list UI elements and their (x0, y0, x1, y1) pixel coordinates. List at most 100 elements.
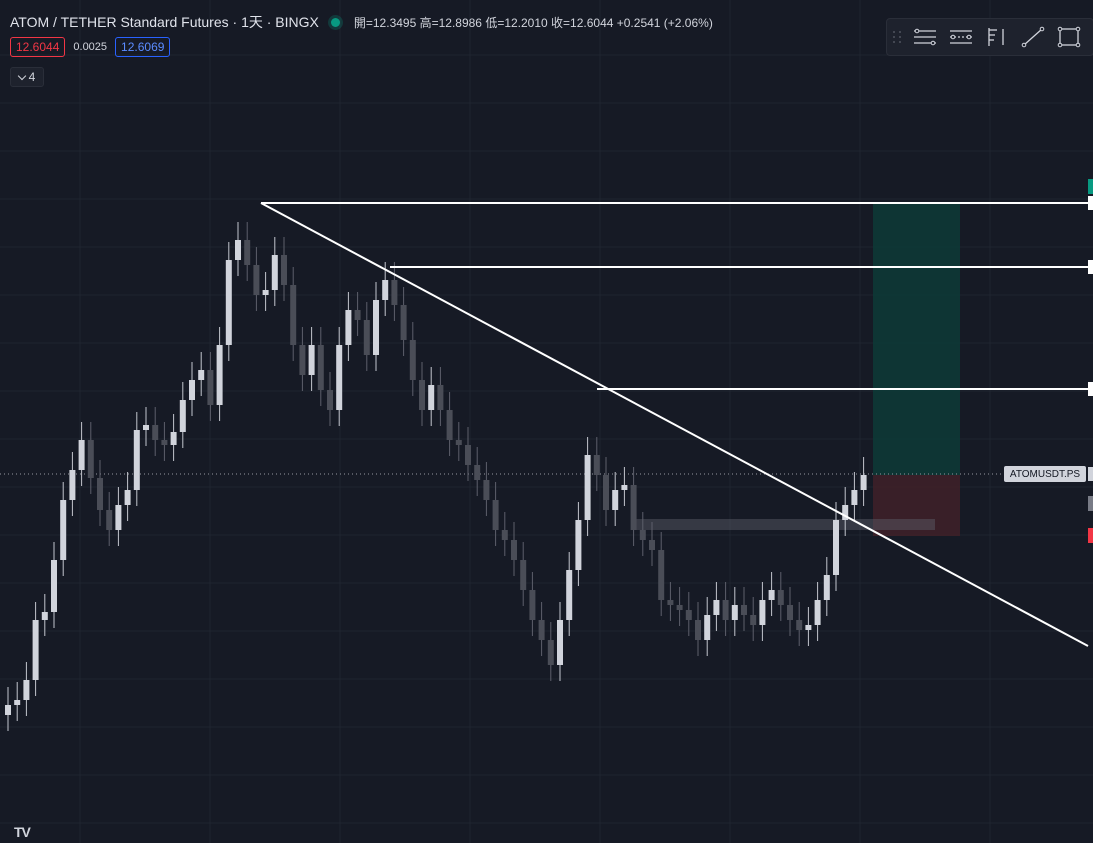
candle-body (768, 590, 775, 600)
long-position-tool[interactable] (873, 203, 960, 536)
candle-body (41, 612, 48, 620)
candle-body (704, 615, 711, 640)
chevron-down-icon (17, 71, 26, 80)
candle-body (207, 370, 214, 405)
candle-body (750, 615, 757, 625)
candle-body (474, 465, 481, 480)
tradingview-logo[interactable]: TV (14, 824, 31, 840)
candle-body (253, 265, 260, 295)
candle-body (465, 445, 471, 465)
candle-body (235, 240, 241, 260)
candle-body (391, 280, 398, 305)
indicators-collapse-button[interactable]: 4 (10, 67, 44, 87)
candle-body (409, 340, 416, 380)
market-status-dot[interactable] (330, 17, 340, 27)
candle-body (722, 600, 729, 620)
candle-body (649, 540, 655, 550)
candle-body (860, 475, 867, 490)
sl-scale-marker (1088, 528, 1093, 543)
sell-price-button[interactable]: 12.6044 (10, 37, 66, 57)
chart-legend: ATOM / TETHER Standard Futures · 1天 · BI… (10, 12, 713, 32)
candle-body (23, 680, 30, 700)
candle-body (547, 640, 554, 665)
candle-body (69, 470, 76, 500)
price-boxes: 12.6044 0.0025 12.6069 (10, 37, 171, 57)
candle-body (695, 620, 701, 640)
symbol-price-tag: ATOMUSDT.PS (1004, 466, 1086, 482)
buy-price-button[interactable]: 12.6069 (115, 37, 171, 57)
tp-scale-marker (1088, 179, 1093, 194)
candle-body (189, 380, 195, 400)
line3-scale-marker (1088, 382, 1093, 396)
candle-body (170, 432, 177, 445)
candle-body (833, 520, 839, 575)
candle-body (87, 440, 94, 478)
indicator-count: 4 (28, 70, 36, 84)
candle-body (842, 505, 849, 520)
price-scale-markers (1088, 179, 1093, 543)
candle-body (60, 500, 67, 560)
candle-body (713, 600, 720, 615)
candle-body (814, 600, 821, 625)
candle-body (667, 600, 674, 605)
candle-body (520, 560, 527, 590)
candle-body (124, 490, 131, 505)
candle-body (32, 620, 39, 680)
take-profit-zone[interactable] (873, 203, 960, 475)
candle-body (5, 705, 11, 715)
candle-body (676, 605, 683, 610)
ohlc-values: 開=12.3495 高=12.8986 低=12.2010 收=12.6044 … (353, 15, 713, 30)
candle-body (161, 440, 168, 445)
candle-body (557, 620, 563, 665)
parallel-channel-icon[interactable] (907, 22, 943, 52)
candle-body (529, 590, 536, 620)
candle-body (492, 500, 499, 530)
candle-body (14, 700, 21, 705)
candle-body (787, 605, 793, 620)
candle-body (603, 475, 609, 510)
candle-body (244, 240, 251, 265)
candle-body (538, 620, 545, 640)
candle-body (446, 410, 453, 440)
candle-body (483, 480, 490, 500)
line1-scale-marker (1088, 196, 1093, 210)
drag-handle-icon[interactable] (893, 27, 907, 47)
candle-body (106, 510, 113, 530)
candle-body (400, 305, 407, 340)
candle-body (612, 490, 619, 510)
candle-body (327, 390, 333, 410)
drawings[interactable] (260, 202, 1093, 647)
entry-scale-marker (1088, 496, 1093, 511)
candle-body (290, 285, 297, 345)
candle-body (796, 620, 803, 630)
candle-body (262, 290, 269, 295)
symbol-title[interactable]: ATOM / TETHER Standard Futures · 1天 · BI… (10, 14, 319, 30)
candle-body (271, 255, 278, 290)
line2-scale-marker (1088, 260, 1093, 274)
candle-body (143, 425, 149, 430)
candle-body (281, 255, 287, 285)
candle-body (299, 345, 306, 375)
candle-body (455, 440, 462, 445)
drawing-toolbar (886, 18, 1093, 56)
spread-value: 0.0025 (73, 41, 108, 53)
candle-body (759, 600, 766, 625)
candle-body (428, 385, 435, 410)
candle-body (575, 520, 582, 570)
stop-loss-zone[interactable] (873, 475, 960, 536)
candle-body (584, 455, 591, 520)
regression-trend-icon[interactable] (943, 22, 979, 52)
fib-retracement-icon[interactable] (979, 22, 1015, 52)
resistance-zone-box[interactable] (633, 519, 935, 530)
candle-body (198, 370, 205, 380)
candle-body (354, 310, 361, 320)
candle-body (805, 625, 812, 630)
candle-body (437, 385, 444, 410)
rectangle-icon[interactable] (1051, 22, 1087, 52)
trend-line-icon[interactable] (1015, 22, 1051, 52)
candle-body (621, 485, 628, 490)
trend-line[interactable] (260, 202, 1089, 647)
candle-body (501, 530, 508, 540)
